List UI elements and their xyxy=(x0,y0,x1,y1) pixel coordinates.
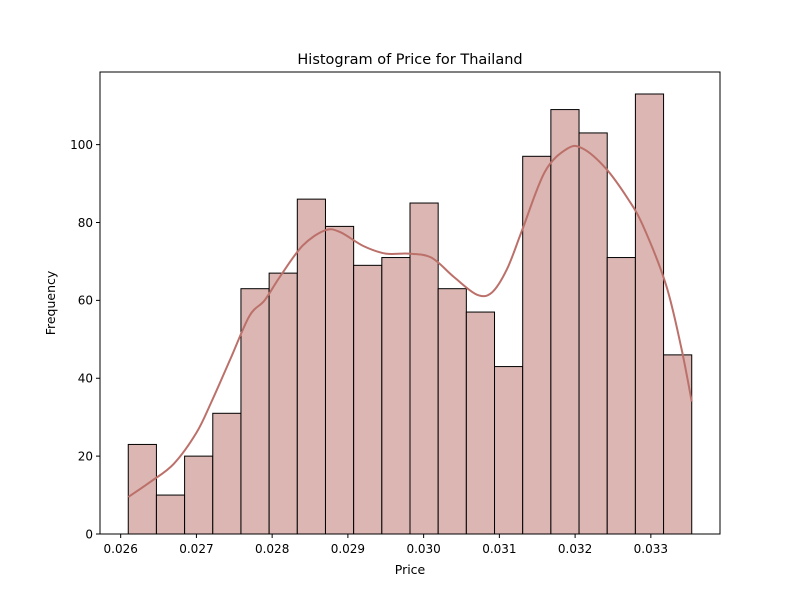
x-tick-label-7: 0.033 xyxy=(634,542,668,556)
histogram-bar-12 xyxy=(465,311,496,535)
chart-title: Histogram of Price for Thailand xyxy=(297,52,522,68)
x-axis-ticks: 0.026 0.027 0.028 0.029 0.030 0.031 0.032 0.033 xyxy=(104,534,668,556)
histogram-bar-4 xyxy=(240,288,270,535)
y-tick-label-1: 20 xyxy=(78,449,93,463)
histogram-bar-1 xyxy=(155,494,186,535)
histogram-bar-5 xyxy=(268,272,298,535)
x-tick-label-2: 0.028 xyxy=(255,542,289,556)
x-tick-label-0: 0.026 xyxy=(104,542,138,556)
histogram-bar-0 xyxy=(127,443,157,535)
histogram-bar-11 xyxy=(437,288,467,535)
histogram-bar-10 xyxy=(409,202,439,535)
y-tick-label-5: 100 xyxy=(70,138,93,152)
y-tick-label-3: 60 xyxy=(78,294,93,308)
histogram-bar-6 xyxy=(296,198,326,535)
histogram-bar-14 xyxy=(522,155,552,535)
histogram-bar-18 xyxy=(634,93,665,535)
histogram-bar-9 xyxy=(381,257,411,535)
histogram-bar-16 xyxy=(578,132,608,535)
x-tick-label-5: 0.031 xyxy=(482,542,516,556)
x-tick-label-4: 0.030 xyxy=(406,542,440,556)
x-axis-label: Price xyxy=(395,562,426,577)
histogram-bar-17 xyxy=(606,257,636,535)
x-tick-label-6: 0.032 xyxy=(558,542,592,556)
x-tick-label-1: 0.027 xyxy=(179,542,213,556)
plot-area-frame xyxy=(99,71,721,535)
kde-line xyxy=(127,144,693,498)
y-tick-label-0: 0 xyxy=(85,527,93,541)
histogram-bar-2 xyxy=(184,455,214,535)
y-tick-label-4: 80 xyxy=(78,216,93,230)
x-tick-label-3: 0.029 xyxy=(331,542,365,556)
histogram-bar-3 xyxy=(212,412,242,535)
y-axis-ticks: 0 20 40 60 80 100 xyxy=(70,138,100,541)
y-axis-label: Frequency xyxy=(43,270,58,335)
histogram-bar-19 xyxy=(663,354,693,535)
histogram-bars xyxy=(127,93,693,535)
histogram-bar-13 xyxy=(494,366,524,535)
histogram-bar-7 xyxy=(324,225,355,535)
histogram-bar-15 xyxy=(550,109,580,535)
y-tick-label-2: 40 xyxy=(78,372,93,386)
histogram-bar-8 xyxy=(353,264,383,535)
kde-curve-group xyxy=(127,144,693,498)
